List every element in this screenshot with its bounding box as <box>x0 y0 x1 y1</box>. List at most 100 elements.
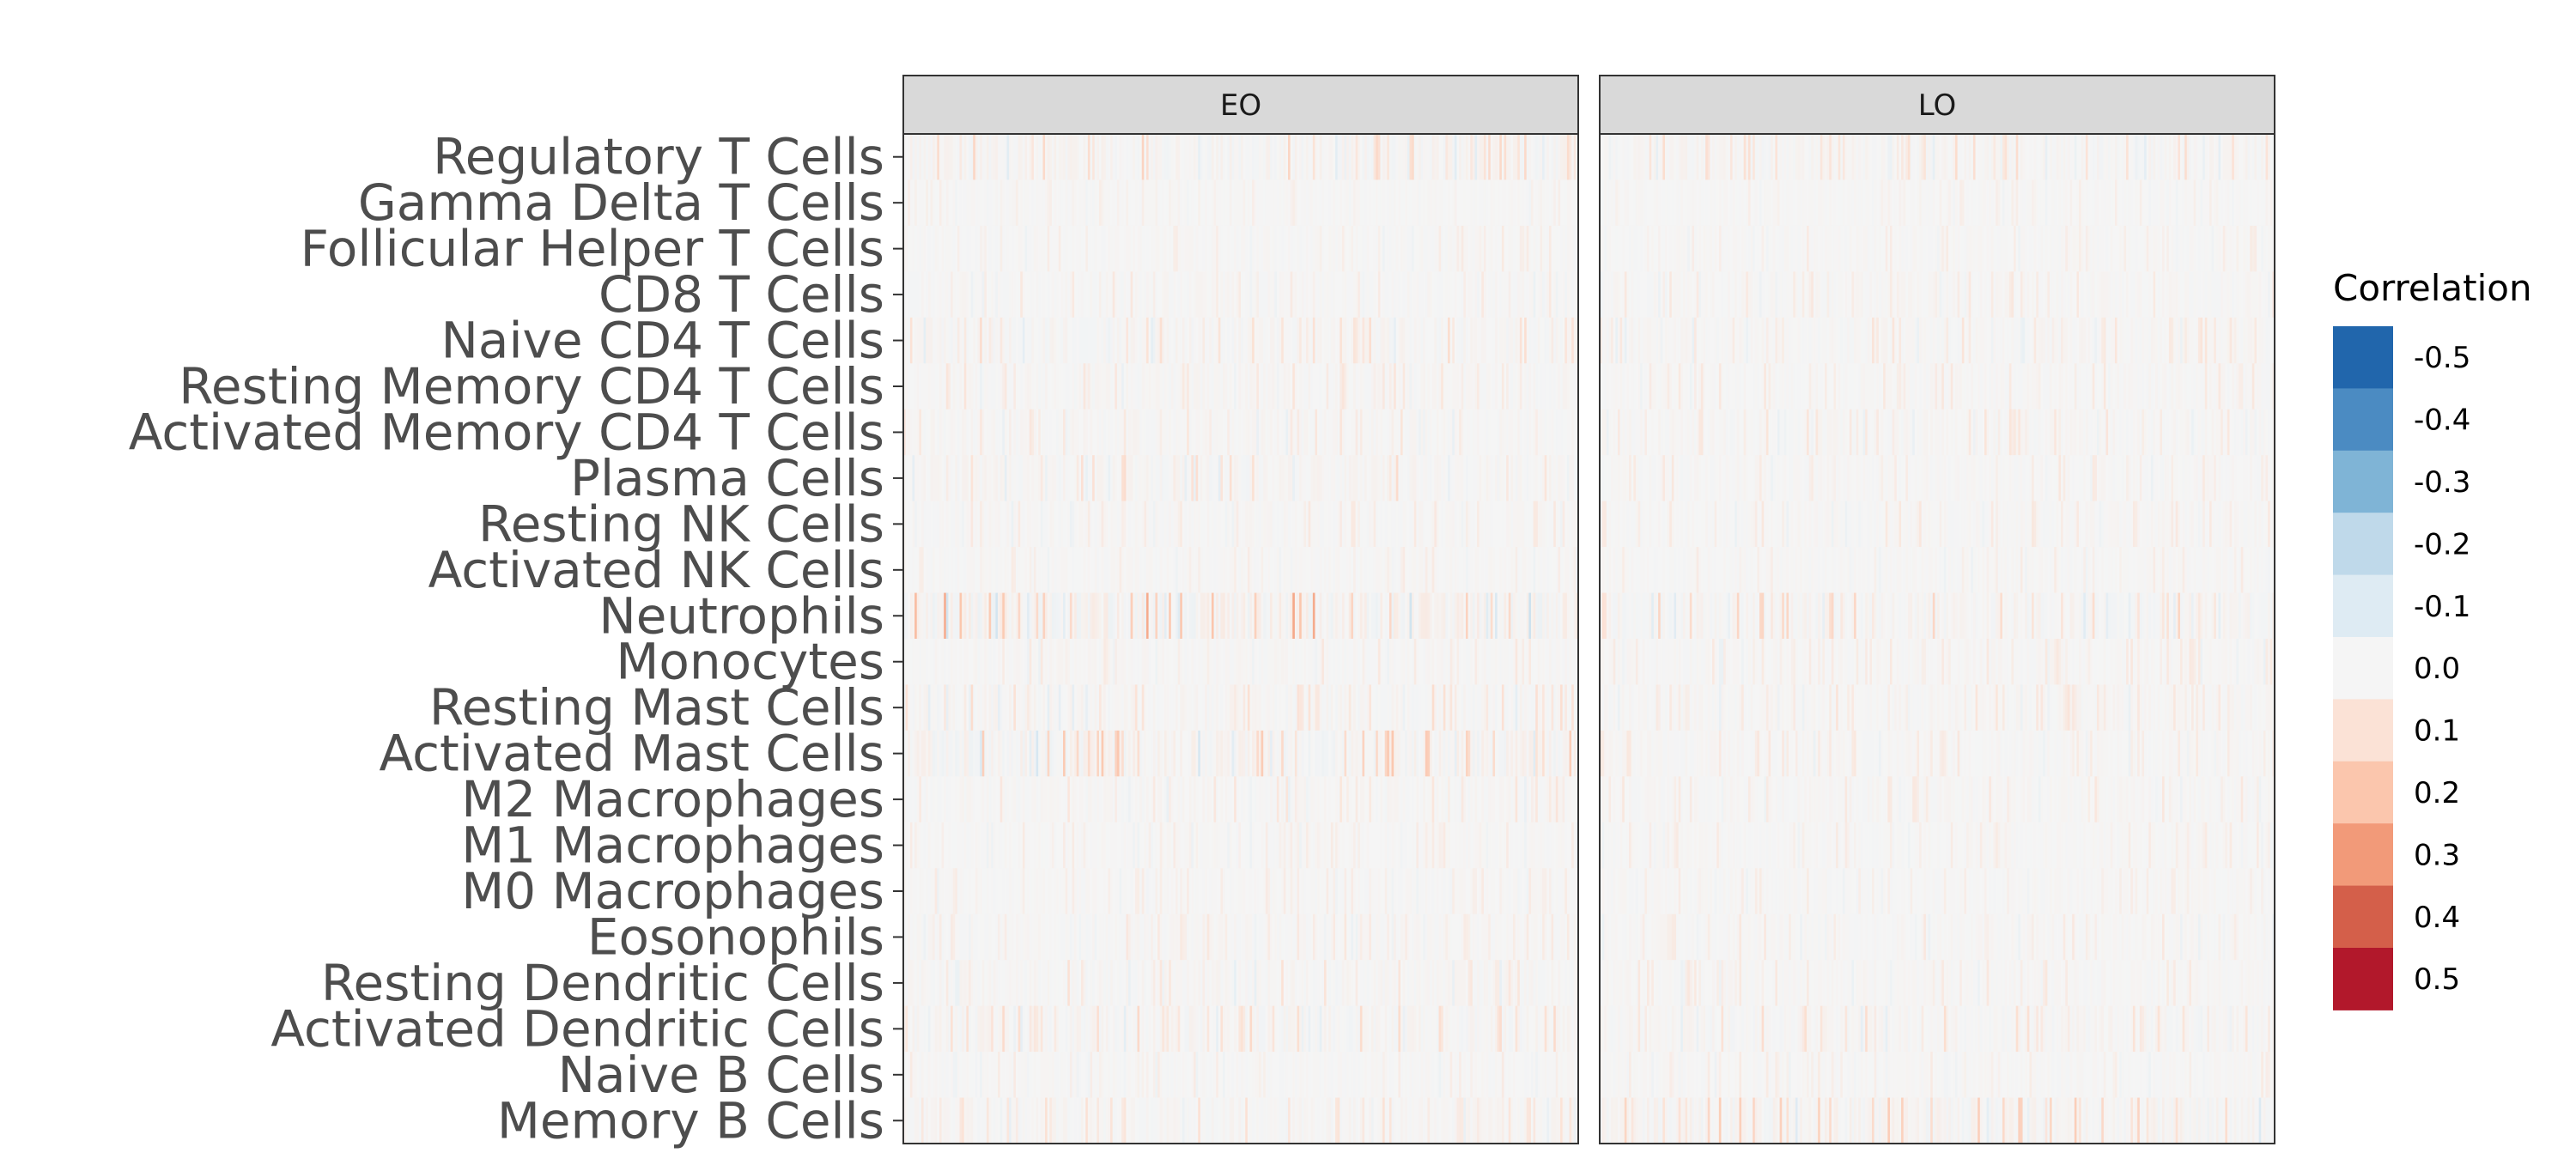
heatmap-cell <box>1238 639 1242 685</box>
heatmap-cell <box>1564 271 1568 319</box>
heatmap-cell <box>1513 134 1516 180</box>
heatmap-cell <box>1358 592 1361 640</box>
heatmap-cell <box>1406 730 1410 777</box>
heatmap-cell <box>1328 409 1332 456</box>
heatmap-cell <box>1344 639 1347 685</box>
heatmap-cell <box>1133 822 1136 869</box>
heatmap-cell <box>1163 409 1167 456</box>
heatmap-cell <box>930 455 933 502</box>
heatmap-cell <box>1220 868 1224 915</box>
heatmap-cell <box>1391 225 1394 272</box>
heatmap-cell <box>1058 547 1061 593</box>
heatmap-cell <box>1441 317 1444 364</box>
heatmap-cell <box>959 271 963 319</box>
heatmap-cell <box>1301 409 1304 456</box>
heatmap-cell <box>1177 684 1181 731</box>
heatmap-cell <box>1470 225 1473 272</box>
heatmap-cell <box>919 179 922 227</box>
heatmap-cell <box>937 271 940 319</box>
heatmap-cell <box>1377 776 1381 823</box>
heatmap-cell <box>1009 868 1012 915</box>
heatmap-cell <box>1267 547 1271 593</box>
heatmap-cell <box>1522 409 1525 456</box>
heatmap-cell <box>1369 501 1372 548</box>
heatmap-cell <box>1249 592 1253 640</box>
heatmap-cell <box>1187 409 1190 456</box>
heatmap-cell <box>1377 409 1381 456</box>
heatmap-cell <box>1074 179 1078 227</box>
heatmap-cell <box>1522 363 1525 410</box>
heatmap-cell <box>1141 455 1145 502</box>
heatmap-cell <box>1016 225 1019 272</box>
heatmap-cell <box>1206 134 1210 180</box>
heatmap-cell <box>1128 639 1132 685</box>
heatmap-cell <box>1119 225 1122 272</box>
heatmap-cell <box>1276 822 1279 869</box>
heatmap-cell <box>1315 134 1318 180</box>
heatmap-cell <box>1090 225 1093 272</box>
heatmap-cell <box>1412 547 1415 593</box>
heatmap-cell <box>1490 730 1493 777</box>
heatmap-cell <box>1098 409 1102 456</box>
heatmap-cell <box>1080 868 1084 915</box>
heatmap-cell <box>937 730 940 777</box>
heatmap-cell <box>1423 363 1426 410</box>
heatmap-cell <box>1515 134 1518 180</box>
heatmap-cell <box>1060 134 1064 180</box>
heatmap-cell <box>1456 225 1460 272</box>
heatmap-cell <box>914 547 918 593</box>
heatmap-cell <box>1245 225 1249 272</box>
heatmap-cell <box>1402 225 1406 272</box>
heatmap-cell <box>1163 225 1167 272</box>
heatmap-cell <box>1123 225 1127 272</box>
heatmap-cell <box>1528 547 1532 593</box>
heatmap-cell <box>1148 134 1151 180</box>
heatmap-cell <box>1553 730 1557 777</box>
heatmap-cell <box>1191 776 1194 823</box>
heatmap-cell <box>1323 225 1327 272</box>
heatmap-cell <box>1402 776 1406 823</box>
heatmap-cell <box>1078 639 1082 685</box>
heatmap-cell <box>1152 134 1156 180</box>
heatmap-cell <box>1510 363 1514 410</box>
heatmap-cell <box>1128 225 1132 272</box>
heatmap-cell <box>1009 363 1012 410</box>
heatmap-cell <box>981 822 985 869</box>
heatmap-cell <box>1438 225 1442 272</box>
heatmap-cell <box>1074 547 1078 593</box>
heatmap-cell <box>1060 179 1064 227</box>
heatmap-cell <box>963 776 967 823</box>
heatmap-cell <box>1430 684 1433 731</box>
heatmap-cell <box>977 134 981 180</box>
heatmap-cell <box>1470 409 1473 456</box>
heatmap-cell <box>1452 639 1455 685</box>
heatmap-cell <box>1398 455 1401 502</box>
heatmap-cell <box>1391 455 1394 502</box>
heatmap-cell <box>1346 179 1350 227</box>
heatmap-cell <box>977 363 981 410</box>
heatmap-cell <box>1202 868 1206 915</box>
heatmap-cell <box>944 455 947 502</box>
heatmap-cell <box>1466 730 1469 777</box>
heatmap-cell <box>1108 592 1111 640</box>
heatmap-cell <box>1380 363 1383 410</box>
heatmap-cell <box>1193 776 1196 823</box>
heatmap-cell <box>1188 822 1192 869</box>
heatmap-cell <box>1040 868 1043 915</box>
heatmap-cell <box>1101 822 1104 869</box>
heatmap-cell <box>1076 501 1079 548</box>
heatmap-cell <box>1522 271 1525 319</box>
heatmap-cell <box>1105 822 1109 869</box>
heatmap-cell <box>1016 547 1019 593</box>
heatmap-cell <box>939 547 942 593</box>
heatmap-cell <box>1301 639 1304 685</box>
heatmap-cell <box>959 179 963 227</box>
heatmap-cell <box>1463 730 1467 777</box>
heatmap-cell <box>1412 409 1415 456</box>
heatmap-cell <box>1180 684 1183 731</box>
heatmap-cell <box>939 868 942 915</box>
heatmap-cell <box>1337 317 1340 364</box>
heatmap-cell <box>1254 225 1257 272</box>
heatmap-cell <box>991 776 994 823</box>
heatmap-cell <box>1546 547 1550 593</box>
